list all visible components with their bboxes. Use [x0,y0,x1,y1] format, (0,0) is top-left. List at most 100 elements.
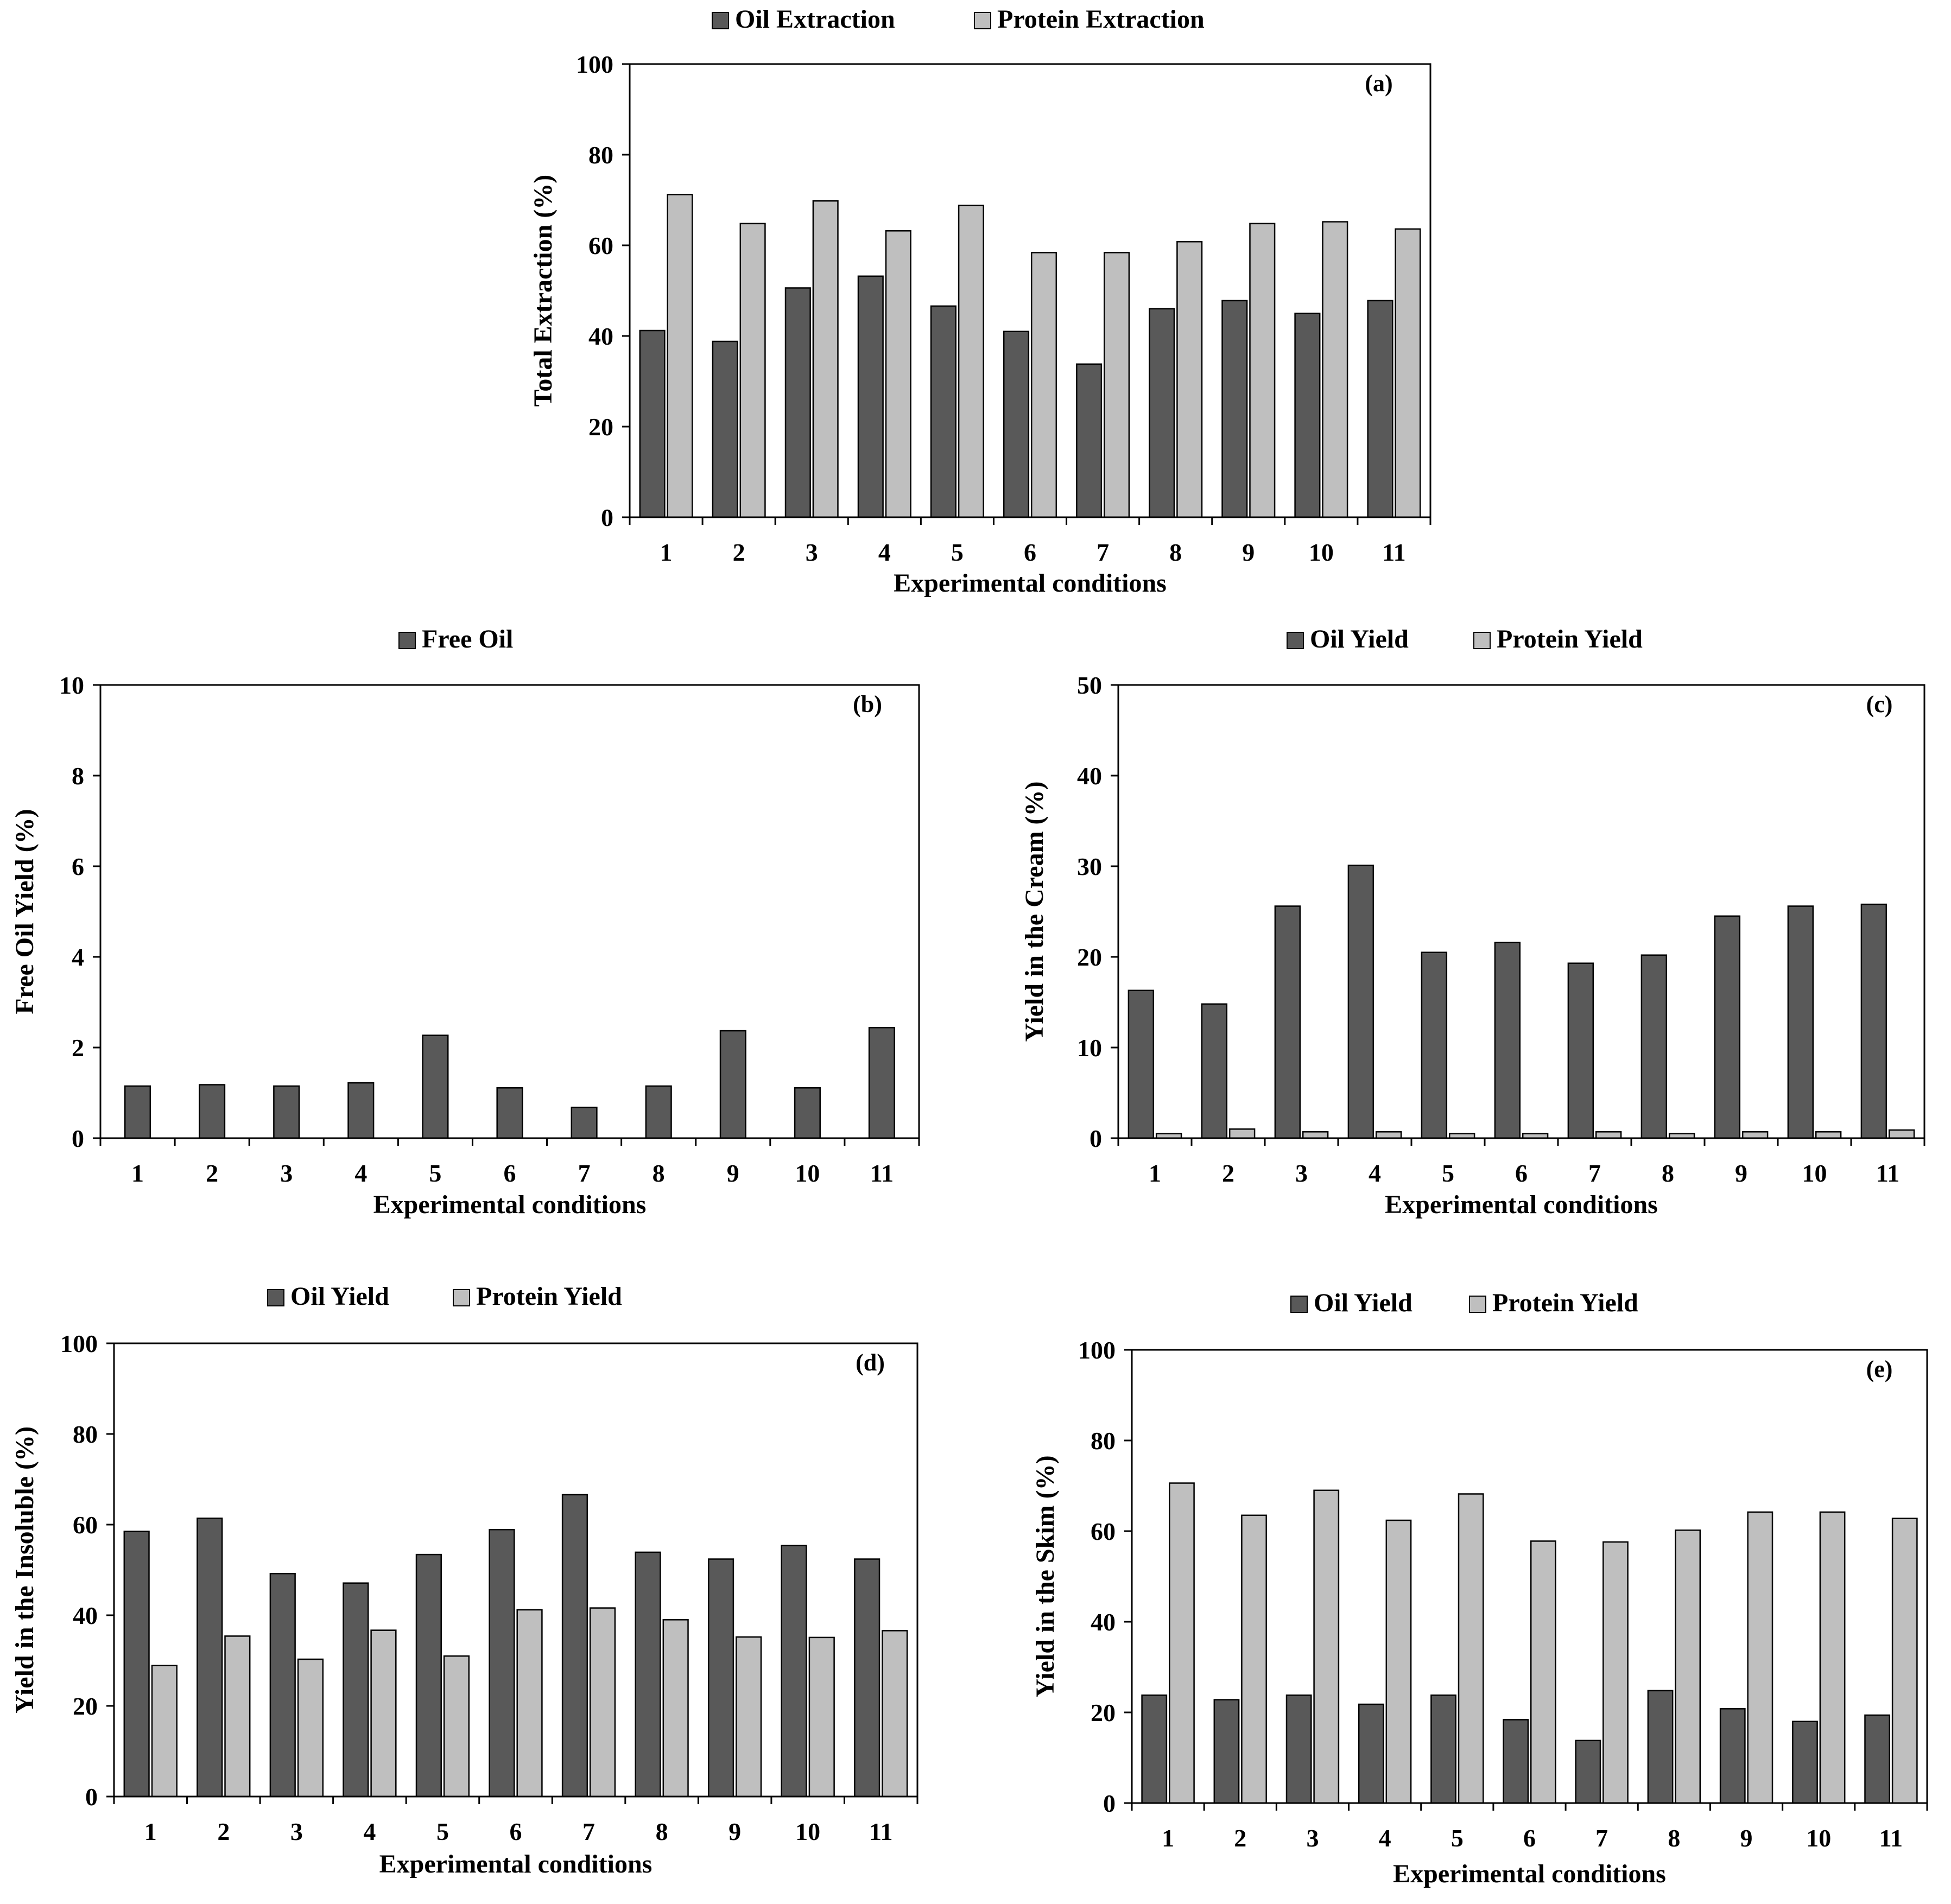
legend-label-a-1: Oil Extraction [735,5,895,34]
panel-label-b: (b) [853,691,882,718]
bar-e-series1-cond-1 [1141,1694,1168,1804]
x-tick-label-c-10: 10 [1802,1159,1827,1187]
bar-a-series1-cond-9 [1221,300,1248,518]
bar-c-series2-cond-7 [1595,1131,1622,1139]
bar-d-series2-cond-4 [370,1629,397,1798]
x-tick-label-a-10: 10 [1309,538,1334,566]
bar-a-series1-cond-7 [1076,363,1103,518]
x-tick-label-d-9: 9 [729,1818,741,1845]
y-axis-title-a: Total Extraction (%) [529,175,558,407]
y-tick-label-a-40: 40 [588,322,613,350]
x-axis-title-e: Experimental conditions [1393,1859,1666,1888]
panel-label-d: (d) [856,1349,885,1376]
legend-swatch-d-2 [453,1289,470,1306]
panel-label-a: (a) [1365,70,1392,97]
y-tick-label-d-80: 80 [73,1420,98,1448]
bar-e-series1-cond-4 [1358,1703,1384,1804]
bar-e-series1-cond-3 [1285,1694,1312,1804]
y-tick-label-c-0: 0 [1089,1125,1102,1152]
y-tick-label-b-4: 4 [72,943,84,971]
y-tick-label-b-8: 8 [72,762,84,790]
x-tick-label-b-9: 9 [727,1159,739,1187]
bar-d-series2-cond-8 [662,1619,689,1798]
y-tick-label-d-60: 60 [73,1511,98,1539]
bar-c-series1-cond-11 [1860,903,1887,1139]
x-tick-label-a-5: 5 [951,538,964,566]
bar-a-series2-cond-1 [667,194,693,518]
x-tick-label-d-1: 1 [144,1818,157,1845]
bar-c-series2-cond-4 [1375,1131,1402,1139]
x-tick-label-c-6: 6 [1515,1159,1528,1187]
chart-panel-a: 0 20 40 60 80 100 1 2 3 4 5 6 7 8 9 10 11 Experimental co… [529,5,1431,598]
bar-a-series1-cond-4 [857,275,884,518]
chart-panel-d: 0 20 40 60 80 100 1 2 3 4 5 6 7 8 9 10 11 Experimental co… [10,1282,919,1878]
bar-d-series1-cond-4 [343,1582,369,1798]
x-tick-label-e-5: 5 [1451,1824,1464,1852]
bar-c-series1-cond-5 [1421,951,1448,1139]
bar-b-series1-cond-11 [868,1027,895,1139]
x-tick-label-d-8: 8 [656,1818,668,1845]
x-tick-label-c-9: 9 [1735,1159,1747,1187]
bar-a-series1-cond-10 [1294,313,1321,518]
bar-e-series1-cond-5 [1430,1694,1456,1804]
x-tick-label-d-7: 7 [582,1818,595,1845]
bar-b-series1-cond-1 [124,1085,151,1139]
bar-d-series2-cond-7 [589,1607,616,1798]
x-tick-label-e-1: 1 [1162,1824,1174,1852]
x-tick-label-a-9: 9 [1242,538,1255,566]
bar-a-series2-cond-11 [1395,228,1421,518]
legend-swatch-b-1 [398,632,416,649]
legend-swatch-c-1 [1287,632,1304,649]
x-tick-label-b-11: 11 [870,1159,894,1187]
y-tick-label-b-10: 10 [59,671,84,699]
x-tick-label-a-6: 6 [1024,538,1036,566]
legend-label-c-2: Protein Yield [1497,625,1643,653]
bar-e-series2-cond-9 [1747,1511,1773,1804]
y-tick-label-e-60: 60 [1091,1518,1116,1545]
bar-a-series1-cond-5 [930,305,957,518]
bar-a-series1-cond-11 [1367,300,1393,518]
x-tick-label-b-8: 8 [653,1159,665,1187]
legend-swatch-e-1 [1290,1296,1308,1313]
y-tick-label-a-100: 100 [576,50,613,78]
bar-b-series1-cond-2 [199,1084,226,1139]
bar-d-series2-cond-3 [297,1658,324,1798]
x-tick-label-d-6: 6 [510,1818,522,1845]
bar-d-series2-cond-11 [882,1630,908,1798]
chart-panel-c: 0 10 20 30 40 50 1 2 3 4 5 6 7 8 9 10 11 Experimental con… [1020,625,1925,1219]
y-axis-title-c: Yield in the Cream (%) [1020,782,1049,1042]
bar-b-series1-cond-7 [571,1106,598,1139]
bar-a-series2-cond-5 [958,205,984,518]
bar-d-series1-cond-6 [489,1528,515,1798]
legend-label-a-2: Protein Extraction [997,5,1205,34]
x-tick-label-e-11: 11 [1879,1824,1903,1852]
x-tick-label-e-10: 10 [1806,1824,1831,1852]
bar-d-series2-cond-9 [736,1636,762,1798]
y-tick-label-e-40: 40 [1091,1608,1116,1636]
x-tick-label-b-1: 1 [131,1159,144,1187]
legend-swatch-c-2 [1473,632,1491,649]
bar-b-series1-cond-10 [794,1087,821,1139]
bar-c-series1-cond-2 [1201,1003,1228,1139]
bar-d-series2-cond-10 [808,1636,835,1798]
x-tick-label-d-10: 10 [795,1818,820,1845]
bar-b-series1-cond-9 [719,1030,746,1139]
legend-label-d-2: Protein Yield [476,1282,622,1311]
x-tick-label-a-3: 3 [806,538,818,566]
y-tick-label-a-80: 80 [588,141,613,169]
bar-d-series1-cond-10 [781,1545,807,1798]
bar-c-series2-cond-3 [1302,1131,1329,1139]
bar-d-series2-cond-5 [443,1655,470,1798]
y-tick-label-a-0: 0 [601,504,613,531]
bar-a-series1-cond-1 [639,329,666,518]
bar-d-series1-cond-5 [415,1553,442,1798]
bar-e-series1-cond-8 [1647,1690,1674,1804]
plot-frame-d [113,1342,919,1798]
bar-c-series2-cond-2 [1228,1128,1256,1139]
bar-c-series1-cond-7 [1567,962,1594,1139]
x-tick-label-b-2: 2 [206,1159,218,1187]
bar-c-series1-cond-6 [1494,942,1521,1139]
y-tick-label-e-100: 100 [1078,1336,1116,1364]
bar-a-series2-cond-8 [1176,241,1203,518]
